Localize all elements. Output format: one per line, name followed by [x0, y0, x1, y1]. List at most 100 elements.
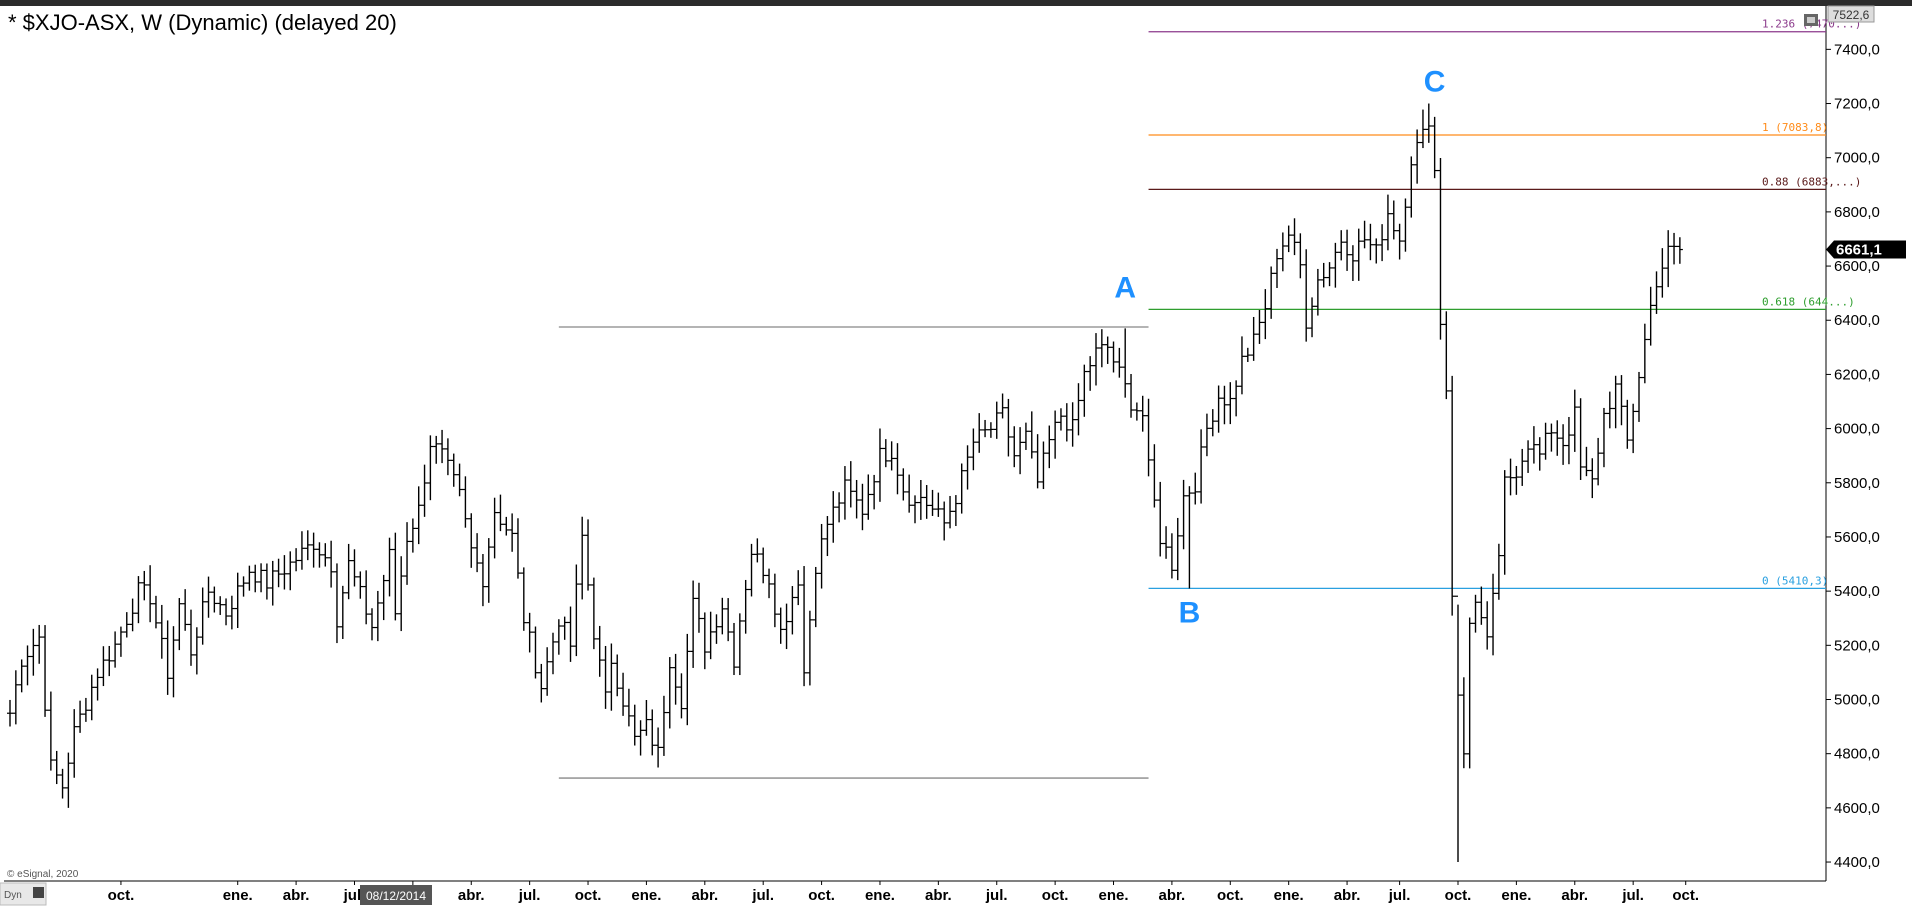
chart-frame	[4, 6, 1827, 882]
price-bar	[82, 697, 89, 722]
price-bar	[1028, 411, 1035, 459]
price-bar	[550, 632, 556, 675]
price-bar	[65, 752, 72, 808]
price-bar	[199, 587, 206, 645]
price-bar	[380, 574, 387, 621]
price-bar	[1571, 389, 1578, 452]
price-bar	[1285, 225, 1292, 253]
price-bar	[1560, 424, 1567, 465]
price-bar	[1017, 427, 1024, 475]
price-bar	[135, 576, 142, 624]
price-bar	[497, 494, 504, 532]
price-bar	[561, 616, 568, 640]
price-bar	[1139, 395, 1146, 432]
price-bar	[1595, 437, 1602, 486]
price-bar	[894, 443, 901, 495]
y-tick-label: 6200,0	[1834, 366, 1880, 383]
price-bar	[579, 516, 586, 600]
price-bar	[304, 530, 311, 561]
price-bar	[287, 551, 294, 591]
price-bar	[1373, 238, 1380, 264]
price-bar	[1402, 198, 1409, 252]
price-bar	[485, 538, 492, 603]
fib-level-label: 0.88 (6883,...)	[1762, 175, 1861, 188]
price-bar	[824, 516, 831, 557]
price-bar	[748, 543, 755, 597]
price-bar	[392, 532, 399, 621]
price-bar	[853, 479, 860, 519]
price-bar	[1046, 425, 1053, 469]
price-bar	[818, 523, 825, 589]
x-tick-label: ene.	[223, 887, 253, 904]
price-bar	[830, 491, 837, 543]
price-bar	[865, 474, 872, 520]
price-bar	[1355, 228, 1362, 281]
price-bar	[532, 626, 539, 679]
price-bar	[1145, 398, 1152, 477]
price-bar	[900, 468, 907, 501]
price-bar	[719, 597, 726, 635]
wave-label-c: C	[1424, 66, 1446, 99]
x-tick-label: ene.	[1099, 887, 1129, 904]
x-tick-label: oct.	[1217, 887, 1244, 904]
corner-toolbar[interactable]: Dyn	[0, 882, 47, 906]
price-bar	[1548, 423, 1555, 452]
price-bar	[1274, 248, 1280, 288]
price-bar	[795, 570, 802, 606]
y-tick-label: 7000,0	[1834, 150, 1880, 167]
price-bar	[24, 645, 31, 686]
copyright-text: © eSignal, 2020	[7, 869, 79, 880]
price-bar	[398, 556, 405, 632]
price-bar	[205, 576, 212, 618]
fib-level-label: 0 (5410,3)	[1762, 574, 1828, 587]
price-bar	[1075, 383, 1082, 436]
price-bar	[923, 485, 930, 519]
x-tick-label: ene.	[865, 887, 895, 904]
y-tick-label: 7200,0	[1834, 96, 1880, 113]
y-tick-label: 6000,0	[1834, 421, 1880, 438]
x-tick-label: abr.	[925, 887, 952, 904]
price-bar	[1057, 408, 1064, 431]
price-bar	[1636, 371, 1642, 422]
price-bar	[491, 497, 498, 559]
price-bar	[637, 720, 644, 756]
wave-label-b: B	[1179, 596, 1201, 629]
restore-window-icon[interactable]	[1804, 14, 1818, 26]
price-bar	[859, 483, 866, 531]
x-tick-label: oct.	[1672, 887, 1699, 904]
price-bar	[328, 540, 335, 588]
price-bar	[1390, 200, 1397, 240]
price-bar	[374, 590, 381, 642]
price-bar	[888, 441, 895, 471]
price-bar	[947, 495, 954, 529]
price-bar	[573, 564, 580, 657]
price-bar	[444, 438, 451, 476]
price-bar	[1507, 458, 1514, 496]
price-bar	[427, 435, 434, 501]
price-bar	[590, 577, 597, 650]
price-bar	[970, 428, 977, 471]
price-bar	[1098, 329, 1105, 368]
scale-icon[interactable]	[33, 887, 44, 898]
price-bar	[982, 419, 989, 438]
wave-labels: A B C	[1114, 66, 1445, 630]
top-price-value: 7522,6	[1833, 8, 1870, 22]
price-bar	[1209, 409, 1216, 437]
price-bar	[1665, 230, 1672, 288]
price-bar	[1641, 323, 1648, 384]
price-bar	[211, 586, 218, 613]
price-bar	[369, 608, 375, 641]
price-bar	[450, 453, 457, 487]
chart-title: * $XJO-ASX, W (Dynamic) (delayed 20)	[8, 10, 397, 35]
price-bar	[1676, 237, 1683, 264]
price-bar	[1227, 382, 1234, 425]
price-bar	[1005, 398, 1012, 457]
x-tick-label: oct.	[108, 887, 135, 904]
price-bar	[538, 663, 545, 703]
price-bar	[1180, 479, 1187, 550]
price-bar	[847, 461, 854, 508]
price-bar	[1128, 373, 1135, 418]
price-bar	[625, 688, 632, 727]
